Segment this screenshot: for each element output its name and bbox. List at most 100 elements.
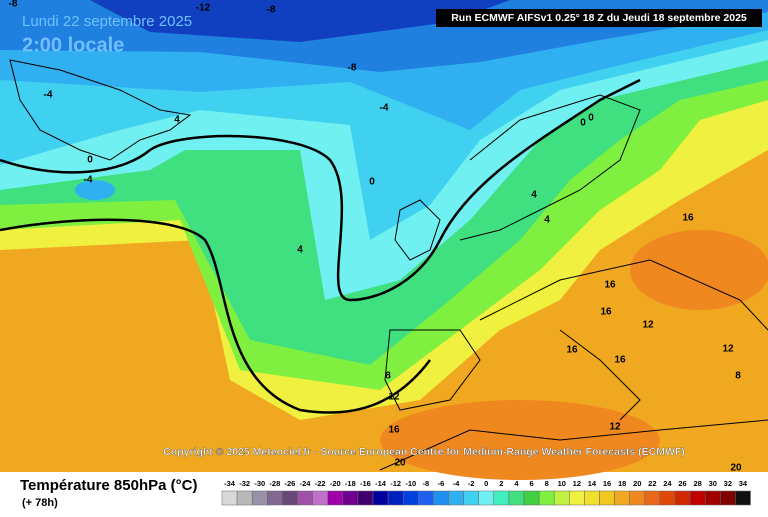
legend-label: -4 bbox=[453, 479, 460, 488]
legend-label: 14 bbox=[588, 479, 597, 488]
legend-label: 6 bbox=[529, 479, 533, 488]
contour-label: -4 bbox=[84, 175, 93, 186]
contour-label: 16 bbox=[682, 213, 694, 224]
legend-swatch bbox=[297, 490, 313, 506]
legend-label: -16 bbox=[360, 479, 371, 488]
legend-swatch bbox=[433, 490, 449, 506]
contour-label: 12 bbox=[388, 392, 400, 403]
legend-label: -34 bbox=[224, 479, 236, 488]
legend-label: 18 bbox=[618, 479, 626, 488]
legend-label: -28 bbox=[269, 479, 280, 488]
legend-swatch bbox=[448, 490, 464, 506]
legend-swatch bbox=[553, 490, 570, 506]
legend-label: 24 bbox=[663, 479, 672, 488]
legend-swatch bbox=[659, 490, 676, 506]
footer-lead: (+ 78h) bbox=[22, 497, 58, 509]
legend-label: 20 bbox=[633, 479, 641, 488]
legend-swatch bbox=[614, 490, 630, 506]
contour-label: 12 bbox=[722, 344, 734, 355]
contour-label: 4 bbox=[174, 115, 180, 126]
legend-swatch bbox=[478, 490, 495, 506]
legend-label: 2 bbox=[499, 479, 503, 488]
legend-label: -6 bbox=[438, 479, 445, 488]
legend-label: -14 bbox=[375, 479, 387, 488]
contour-label: -8 bbox=[267, 5, 276, 16]
legend-label: 0 bbox=[484, 479, 488, 488]
warm-area bbox=[630, 230, 768, 310]
coastlines bbox=[9, 59, 768, 471]
contour-label: 20 bbox=[730, 463, 742, 474]
contour-label: -12 bbox=[196, 3, 211, 14]
run-box bbox=[436, 9, 762, 27]
legend-label: -30 bbox=[254, 479, 265, 488]
contour-label: 20 bbox=[394, 458, 406, 469]
legend-swatch bbox=[387, 490, 404, 506]
contour-label: 16 bbox=[388, 425, 400, 436]
legend-label: -26 bbox=[285, 479, 296, 488]
contour-label: 4 bbox=[544, 215, 550, 226]
legend-swatch bbox=[644, 490, 661, 506]
legend-swatch bbox=[267, 490, 283, 506]
contour-label: 8 bbox=[385, 371, 391, 382]
contour-label: -8 bbox=[348, 63, 357, 74]
contour-label: 0 bbox=[369, 177, 375, 188]
legend-swatch bbox=[735, 490, 751, 506]
legend-label: -2 bbox=[468, 479, 475, 488]
temperature-band bbox=[90, 0, 510, 42]
contour-label: 16 bbox=[614, 355, 626, 366]
forecast-date: Lundi 22 septembre 2025 bbox=[22, 13, 192, 30]
legend-swatch bbox=[282, 490, 298, 506]
legend-swatch bbox=[236, 490, 253, 506]
legend-label: 28 bbox=[693, 479, 701, 488]
legend-swatch bbox=[221, 490, 238, 506]
contour-label: 12 bbox=[609, 422, 621, 433]
contour-label: 4 bbox=[297, 245, 303, 256]
legend-swatch bbox=[689, 490, 706, 506]
legend-swatch bbox=[418, 490, 434, 506]
contour-label: -4 bbox=[44, 90, 53, 101]
legend-label: -32 bbox=[239, 479, 250, 488]
legend-swatch bbox=[251, 490, 268, 506]
legend-swatch bbox=[523, 490, 540, 506]
legend-label: -24 bbox=[300, 479, 312, 488]
run-info: Run ECMWF AIFSv1 0.25° 18 Z du Jeudi 18 … bbox=[451, 12, 747, 24]
legend-swatch bbox=[599, 490, 615, 506]
legend-label: -8 bbox=[423, 479, 430, 488]
legend-swatch bbox=[372, 490, 389, 506]
legend-label: 32 bbox=[724, 479, 732, 488]
legend-swatch bbox=[584, 490, 600, 506]
legend-label: -10 bbox=[405, 479, 416, 488]
contour-label: 0 bbox=[588, 113, 594, 124]
legend-swatch bbox=[704, 490, 721, 506]
legend-swatch bbox=[569, 490, 585, 506]
legend-swatch bbox=[508, 490, 525, 506]
legend-swatch bbox=[357, 490, 374, 506]
copyright: Copyright © 2025 Meteociel.fr - Source E… bbox=[163, 446, 685, 458]
contour-label: 16 bbox=[604, 280, 616, 291]
forecast-time: 2:00 locale bbox=[22, 34, 124, 56]
legend-label: 16 bbox=[603, 479, 611, 488]
legend-swatch bbox=[674, 490, 691, 506]
contour-label: 16 bbox=[566, 345, 578, 356]
legend-swatch bbox=[538, 490, 555, 506]
contour-label: 8 bbox=[735, 371, 741, 382]
legend-label: 34 bbox=[739, 479, 748, 488]
legend-label: 10 bbox=[558, 479, 566, 488]
legend-label: 30 bbox=[709, 479, 717, 488]
legend-swatch bbox=[327, 490, 344, 506]
warm-area bbox=[380, 400, 660, 480]
legend-label: 26 bbox=[678, 479, 686, 488]
contours bbox=[0, 78, 641, 414]
cold-pocket bbox=[75, 180, 115, 200]
contour-label: 4 bbox=[531, 190, 537, 201]
footer-title: Température 850hPa (°C) bbox=[20, 477, 197, 494]
contour-label: -4 bbox=[380, 103, 389, 114]
legend-label: 22 bbox=[648, 479, 656, 488]
contour-label: 0 bbox=[580, 118, 586, 129]
legend-swatch bbox=[493, 490, 510, 506]
legend-label: -12 bbox=[390, 479, 401, 488]
contour-label: 16 bbox=[600, 307, 612, 318]
